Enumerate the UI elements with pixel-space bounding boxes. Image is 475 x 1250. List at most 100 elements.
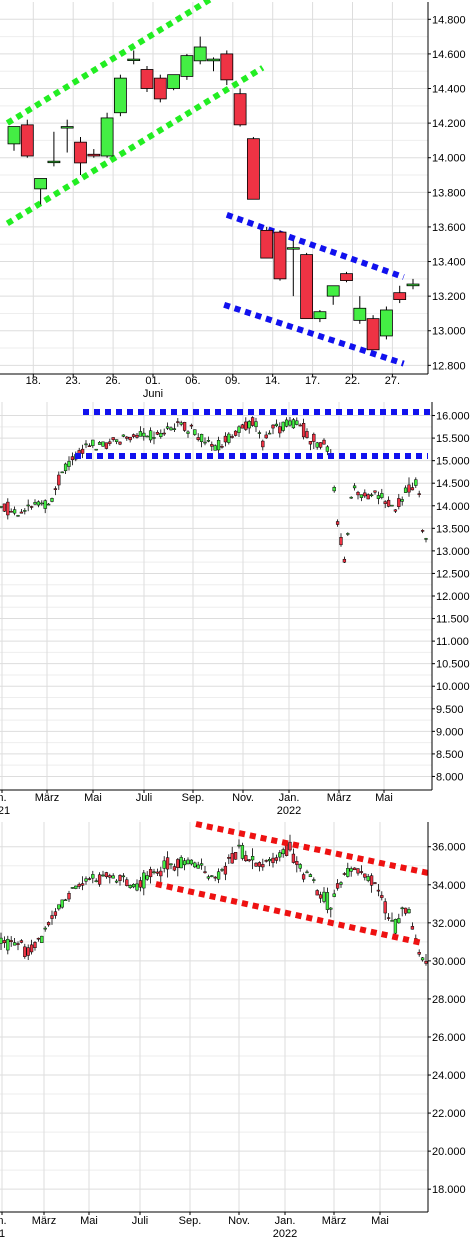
- candle-body: [67, 461, 71, 467]
- candle-body: [111, 437, 115, 440]
- candle-body: [301, 423, 306, 438]
- x-tick-label: Mai: [84, 792, 102, 804]
- y-tick-label: 13.200: [432, 291, 466, 303]
- candle-body: [240, 845, 245, 859]
- candle-body: [7, 126, 21, 145]
- y-tick-label: 16.000: [436, 411, 470, 423]
- candle-body: [108, 441, 112, 444]
- candle-body: [264, 434, 268, 439]
- candle-body: [213, 876, 217, 879]
- candle-body: [233, 852, 238, 860]
- x-tick-label: Juli: [136, 792, 153, 804]
- candle-body: [237, 844, 241, 847]
- candle-body: [186, 431, 190, 434]
- candle-body: [207, 58, 220, 62]
- x-tick-label: 06.: [185, 375, 200, 387]
- candle-body: [29, 944, 34, 953]
- candle-body: [410, 487, 415, 491]
- candle-body: [74, 141, 87, 164]
- candle-body: [352, 485, 357, 489]
- candle-body: [203, 871, 207, 874]
- candle-body: [145, 435, 149, 438]
- daily-candlestick-chart: 14.800 14.600 14.400 14.200 14.000 13.800 13.6…: [0, 0, 466, 400]
- candle-body: [349, 868, 353, 872]
- candle-body: [417, 493, 421, 495]
- candle-body: [47, 160, 61, 164]
- trendlines: [5, 0, 405, 367]
- candle-body: [182, 860, 187, 866]
- x-sublabel: 1: [0, 1228, 5, 1240]
- candle-body: [142, 872, 146, 889]
- y-tick-label: 13.500: [436, 523, 470, 535]
- candle-body: [335, 521, 340, 525]
- candle-body: [53, 911, 58, 916]
- candle-body: [261, 864, 265, 868]
- candle-body: [240, 424, 245, 429]
- candle-body: [176, 859, 180, 868]
- candle-body: [363, 492, 367, 497]
- x-tick-label: 23.: [66, 375, 81, 387]
- candle-body: [386, 499, 391, 507]
- candle-body: [0, 506, 3, 508]
- candle-body: [2, 940, 7, 944]
- candle-body: [376, 495, 381, 499]
- candle-body: [9, 940, 13, 942]
- trendline: [5, 0, 216, 126]
- candle-body: [114, 439, 119, 442]
- candle-body: [159, 870, 163, 877]
- x-tick-label: Sep.: [182, 792, 205, 804]
- candle-body: [162, 860, 166, 869]
- candle-body: [326, 285, 340, 297]
- dow-candlestick-chart: 36.000 34.000 32.000 30.000 28.000 26.000 24.0…: [0, 821, 466, 1240]
- x-tick-label: Nov.: [228, 1215, 250, 1227]
- candle-body: [121, 434, 126, 437]
- candle-body: [267, 432, 272, 435]
- candle-body: [203, 441, 207, 444]
- candle-body: [356, 491, 360, 496]
- candle-body: [250, 417, 255, 426]
- candles: [7, 36, 420, 351]
- candle-body: [70, 887, 75, 889]
- candle-body: [346, 868, 350, 877]
- candle-body: [135, 883, 139, 891]
- candle-body: [186, 859, 190, 865]
- y-axis: 36.000 34.000 32.000 30.000 28.000 26.000 24.0…: [427, 822, 466, 1212]
- candle-body: [104, 442, 109, 449]
- candle-body: [216, 871, 221, 880]
- candle-body: [77, 883, 81, 887]
- candle-body: [165, 857, 170, 870]
- candle-body: [43, 927, 47, 930]
- candle-body: [257, 862, 262, 867]
- candle-body: [138, 431, 143, 437]
- candle-body: [16, 943, 20, 945]
- candle-body: [172, 428, 177, 430]
- candle-body: [233, 93, 247, 126]
- x-sublabel: Juni: [143, 388, 163, 400]
- candle-body: [271, 857, 275, 864]
- candle-body: [67, 892, 71, 900]
- candle-body: [87, 153, 101, 157]
- candle-body: [312, 879, 316, 881]
- candle-body: [424, 538, 428, 540]
- candle-body: [295, 861, 299, 865]
- candle-body: [278, 852, 282, 858]
- candle-body: [43, 500, 47, 509]
- candle-body: [227, 433, 231, 443]
- candle-body: [26, 504, 30, 507]
- candle-body: [325, 892, 330, 910]
- candle-body: [0, 937, 3, 944]
- candle-body: [128, 885, 132, 888]
- candle-body: [36, 501, 41, 506]
- candle-body: [220, 869, 224, 871]
- candle-body: [380, 493, 384, 498]
- candle-body: [288, 841, 292, 851]
- candle-body: [36, 937, 41, 940]
- candle-body: [19, 940, 24, 943]
- candle-body: [180, 55, 194, 77]
- candle-body: [352, 867, 357, 871]
- candle-body: [84, 878, 88, 882]
- candle-body: [131, 884, 136, 888]
- candle-body: [220, 446, 224, 448]
- candle-body: [199, 863, 204, 866]
- candle-body: [261, 440, 265, 448]
